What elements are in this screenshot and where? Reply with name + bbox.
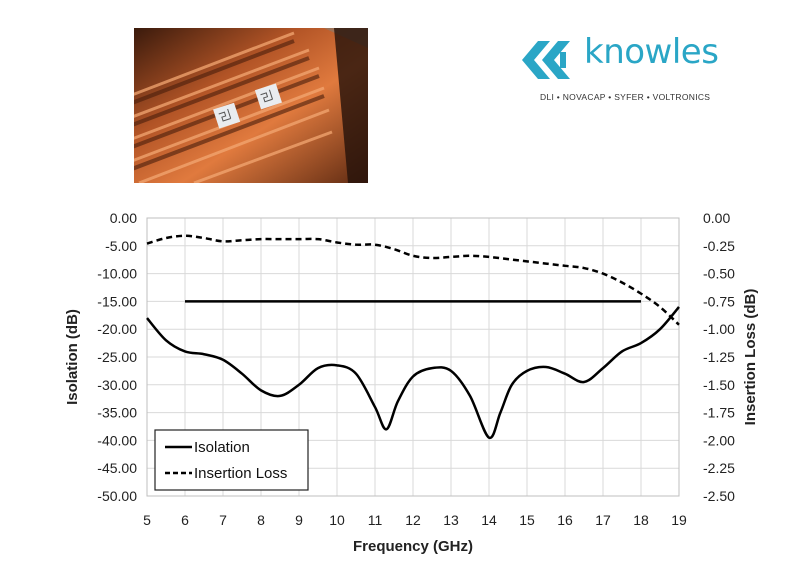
y-tick-label: -40.00 (97, 432, 137, 448)
x-tick-label: 8 (257, 512, 265, 528)
x-tick-label: 11 (368, 512, 383, 528)
right-axis-ticks: 0.00 -0.25 -0.50 -0.75 -1.00 -1.25 -1.50 -1.75 -… (703, 210, 735, 504)
y2-tick-label: -2.50 (703, 488, 735, 504)
x-axis-label: Frequency (GHz) (353, 538, 473, 555)
y-tick-label: -50.00 (97, 488, 137, 504)
y-tick-label: -45.00 (97, 460, 137, 476)
x-tick-label: 16 (557, 512, 573, 528)
x-tick-label: 5 (143, 512, 151, 528)
y-tick-label: -30.00 (97, 377, 137, 393)
x-tick-label: 7 (219, 512, 227, 528)
legend-insertion-loss-label: Insertion Loss (194, 465, 287, 482)
x-tick-label: 19 (671, 512, 687, 528)
y2-tick-label: -2.00 (703, 432, 735, 448)
brand-logo: knowles DLI • NOVACAP • SYFER • VOLTRONI… (520, 30, 720, 110)
plot-area (146, 217, 680, 497)
y-tick-label: -25.00 (97, 349, 137, 365)
x-tick-label: 12 (405, 512, 421, 528)
legend-box (154, 429, 309, 491)
y2-tick-label: 0.00 (703, 210, 730, 226)
left-axis-ticks: 0.00 -5.00 -10.00 -15.00 -20.00 -25.00 -30.00 -… (97, 210, 137, 504)
y-tick-label: -35.00 (97, 405, 137, 421)
board-photo-icon (134, 28, 368, 183)
x-tick-label: 9 (295, 512, 303, 528)
y2-tick-label: -2.25 (703, 460, 735, 476)
y-tick-label: -15.00 (97, 293, 137, 309)
series-isolation (146, 306, 680, 439)
x-tick-label: 15 (519, 512, 535, 528)
y2-tick-label: -1.25 (703, 349, 735, 365)
y2-tick-label: -1.75 (703, 405, 735, 421)
y-tick-label: -10.00 (97, 266, 137, 282)
right-axis-label: Insertion Loss (dB) (742, 289, 759, 426)
series-insertion-loss (146, 234, 680, 326)
brand-name: knowles (584, 32, 719, 72)
x-axis-ticks: 5 6 7 8 9 10 11 12 13 14 15 16 17 18 19 (143, 512, 687, 528)
left-axis-label: Isolation (dB) (64, 309, 81, 405)
product-photo (134, 28, 368, 183)
series-layer (146, 234, 680, 439)
knowles-logo-icon (522, 41, 570, 79)
y2-tick-label: -1.00 (703, 321, 735, 337)
x-tick-label: 18 (633, 512, 649, 528)
y-tick-label: -20.00 (97, 321, 137, 337)
y2-tick-label: -0.75 (703, 293, 735, 309)
y2-tick-label: -1.50 (703, 377, 735, 393)
x-tick-label: 14 (481, 512, 497, 528)
legend-isolation-label: Isolation (194, 439, 250, 456)
y-tick-label: 0.00 (110, 210, 137, 226)
x-tick-label: 10 (329, 512, 345, 528)
y2-tick-label: -0.50 (703, 266, 735, 282)
brand-tagline: DLI • NOVACAP • SYFER • VOLTRONICS (540, 92, 711, 102)
x-tick-label: 17 (595, 512, 611, 528)
y2-tick-label: -0.25 (703, 238, 735, 254)
x-tick-label: 13 (443, 512, 459, 528)
chart-legend: Isolation Insertion Loss (154, 429, 309, 491)
x-tick-label: 6 (181, 512, 189, 528)
y-tick-label: -5.00 (105, 238, 137, 254)
